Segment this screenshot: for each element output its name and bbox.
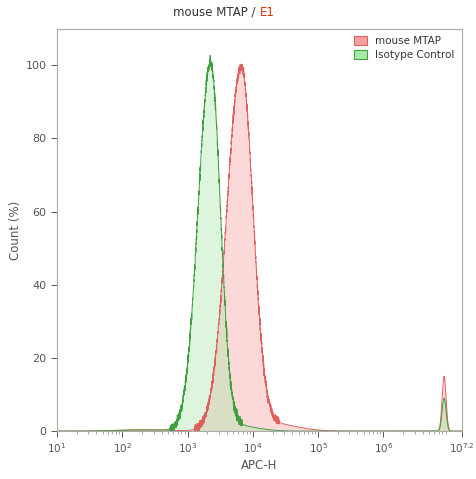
Text: E1: E1 xyxy=(259,6,274,19)
Y-axis label: Count (%): Count (%) xyxy=(9,200,21,260)
Text: mouse MTAP /: mouse MTAP / xyxy=(173,6,259,19)
X-axis label: APC-H: APC-H xyxy=(241,459,278,472)
Legend: mouse MTAP, Isotype Control: mouse MTAP, Isotype Control xyxy=(350,32,458,64)
